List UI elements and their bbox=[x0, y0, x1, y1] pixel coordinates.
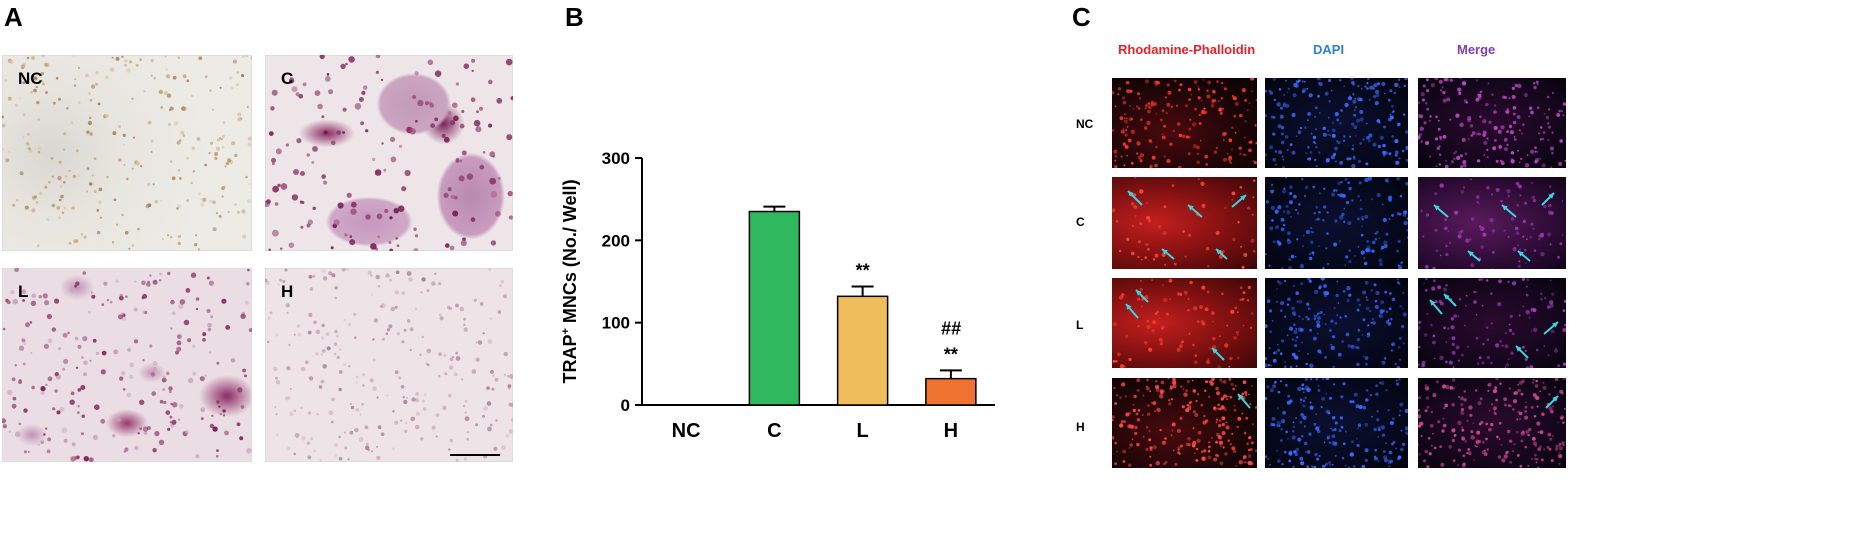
significance-label-l: ** bbox=[856, 260, 870, 280]
image-c-dapi-texture bbox=[1265, 177, 1408, 269]
image-h-rhodamine bbox=[1112, 378, 1257, 468]
image-nc-dapi-texture bbox=[1265, 78, 1408, 168]
header-dapi: DAPI bbox=[1313, 42, 1345, 57]
micrograph-h: H bbox=[265, 268, 513, 462]
image-c-dapi bbox=[1265, 177, 1408, 269]
y-tick-label: 100 bbox=[602, 314, 630, 333]
arrow-head bbox=[1444, 294, 1450, 300]
image-h-dapi-texture bbox=[1265, 378, 1408, 468]
header-rhodamine: Rhodamine-Phalloidin bbox=[1118, 42, 1256, 57]
micrograph-l-texture bbox=[2, 268, 252, 462]
micrograph-nc: NC bbox=[2, 55, 252, 251]
arrow-head bbox=[1434, 205, 1440, 211]
image-l-merge bbox=[1418, 278, 1566, 368]
micrograph-l: L bbox=[2, 268, 252, 462]
image-nc-rhodamine bbox=[1112, 78, 1257, 168]
chart-layer: 0 100 200 300 TRAP+ MNCs (No./ Well) NC C ** L **… bbox=[560, 149, 995, 442]
image-l-dapi bbox=[1265, 278, 1408, 368]
x-tick-label-h: H bbox=[944, 420, 958, 442]
image-c-merge-texture bbox=[1420, 178, 1564, 269]
micrograph-nc-texture bbox=[2, 55, 252, 251]
image-l-dapi-texture bbox=[1265, 278, 1407, 368]
arrow-head bbox=[1468, 251, 1474, 257]
image-nc-rhodamine-texture bbox=[1112, 78, 1257, 168]
micrograph-h-label: H bbox=[281, 282, 294, 301]
row-label-nc: NC bbox=[1076, 117, 1094, 131]
micrograph-nc-label: NC bbox=[18, 69, 43, 88]
y-tick-label: 200 bbox=[602, 231, 630, 250]
x-tick-label-c: C bbox=[767, 420, 781, 442]
micrograph-c-texture bbox=[265, 55, 513, 251]
arrow-head bbox=[1188, 205, 1194, 211]
row-label-h: H bbox=[1076, 420, 1085, 434]
arrow-head bbox=[1548, 193, 1554, 199]
image-h-dapi bbox=[1265, 378, 1408, 468]
arrow-head bbox=[1136, 290, 1142, 296]
significance-label-h: ** bbox=[944, 344, 958, 364]
bar-l bbox=[836, 295, 889, 406]
image-h-merge-texture bbox=[1418, 378, 1566, 468]
bar-h bbox=[925, 377, 977, 406]
bar-c bbox=[748, 210, 801, 406]
arrow-head bbox=[1430, 300, 1436, 306]
y-tick-label: 300 bbox=[602, 149, 630, 168]
image-c-rhodamine-texture bbox=[1112, 177, 1256, 269]
y-tick-label: 0 bbox=[621, 396, 630, 415]
row-label-c: C bbox=[1076, 215, 1085, 229]
arrow-head bbox=[1240, 195, 1246, 201]
arrow-head bbox=[1518, 251, 1524, 257]
row-label-l: L bbox=[1076, 318, 1084, 332]
y-axis-title: TRAP+ MNCs (No./ Well) bbox=[560, 179, 580, 383]
arrow-head bbox=[1212, 348, 1218, 354]
micrograph-l-label: L bbox=[18, 282, 29, 301]
scale-bar bbox=[450, 454, 500, 456]
x-tick-label-nc: NC bbox=[672, 420, 701, 442]
significance-label-h: ## bbox=[941, 318, 961, 338]
image-nc-merge-texture bbox=[1418, 78, 1566, 168]
arrow-head bbox=[1552, 322, 1558, 328]
panel-letter-b: B bbox=[565, 2, 584, 32]
panel-letter-a: A bbox=[4, 2, 23, 32]
image-l-rhodamine bbox=[1112, 278, 1257, 368]
arrow-head bbox=[1216, 249, 1222, 255]
panel-letter-c: C bbox=[1072, 2, 1091, 32]
image-l-rhodamine-texture bbox=[1112, 278, 1254, 368]
micrograph-h-texture bbox=[265, 268, 513, 462]
micrograph-c: C bbox=[265, 55, 513, 251]
image-h-rhodamine-texture bbox=[1112, 378, 1257, 467]
arrow-head bbox=[1126, 304, 1132, 310]
image-h-merge bbox=[1418, 378, 1566, 468]
header-merge: Merge bbox=[1457, 42, 1496, 57]
image-nc-dapi bbox=[1265, 78, 1408, 168]
arrow-head bbox=[1516, 346, 1522, 352]
arrow-head bbox=[1552, 396, 1558, 402]
arrow-head bbox=[1162, 249, 1168, 255]
image-l-merge-texture bbox=[1418, 278, 1566, 368]
arrow-head bbox=[1502, 205, 1508, 211]
bar-chart: 0 100 200 300 TRAP+ MNCs (No./ Well) NC C ** L **… bbox=[560, 149, 995, 442]
image-c-rhodamine bbox=[1112, 177, 1257, 269]
arrow-head bbox=[1128, 191, 1134, 197]
arrow-head bbox=[1238, 394, 1244, 400]
image-c-merge bbox=[1418, 177, 1566, 269]
micrograph-c-label: C bbox=[281, 69, 294, 88]
image-nc-merge bbox=[1418, 78, 1566, 168]
x-tick-label-l: L bbox=[857, 420, 869, 442]
